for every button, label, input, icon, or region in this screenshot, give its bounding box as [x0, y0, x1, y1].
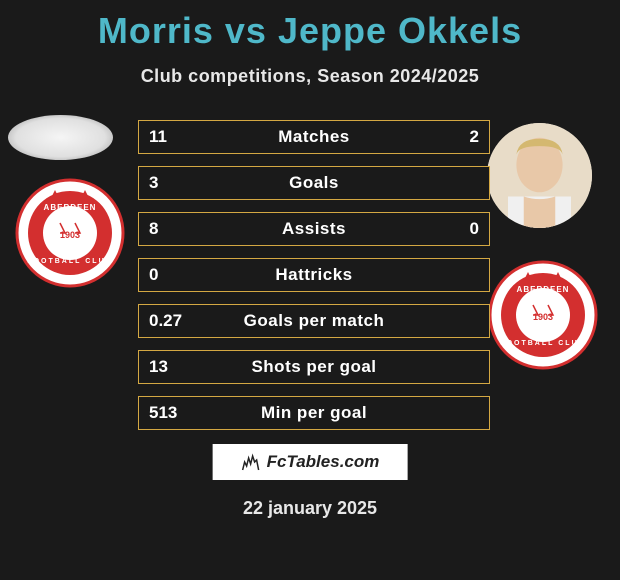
stat-right-value: 2 [470, 127, 479, 147]
stat-label: Assists [282, 219, 346, 239]
stat-row: 513 Min per goal [138, 396, 490, 430]
stats-comparison-table: 11 Matches 2 3 Goals 8 Assists 0 0 Hattr… [138, 120, 490, 442]
team-left-badge: 1903 ABERDEEN FOOTBALL CLUB [15, 178, 125, 288]
stat-label: Shots per goal [251, 357, 376, 377]
player-left-avatar [8, 115, 113, 160]
stat-left-value: 513 [149, 403, 177, 423]
stat-row: 0.27 Goals per match [138, 304, 490, 338]
svg-text:ABERDEEN: ABERDEEN [44, 203, 97, 212]
svg-text:ABERDEEN: ABERDEEN [517, 285, 570, 294]
comparison-title: Morris vs Jeppe Okkels [0, 0, 620, 52]
stat-label: Matches [278, 127, 350, 147]
comparison-subtitle: Club competitions, Season 2024/2025 [0, 66, 620, 87]
svg-text:1903: 1903 [60, 230, 80, 240]
svg-text:FOOTBALL CLUB: FOOTBALL CLUB [27, 258, 112, 265]
stat-left-value: 3 [149, 173, 158, 193]
stat-label: Goals per match [244, 311, 385, 331]
watermark: FcTables.com [213, 444, 408, 480]
stat-label: Hattricks [275, 265, 352, 285]
stat-left-value: 0 [149, 265, 158, 285]
svg-text:FOOTBALL CLUB: FOOTBALL CLUB [500, 340, 585, 347]
stat-row: 13 Shots per goal [138, 350, 490, 384]
stat-row: 11 Matches 2 [138, 120, 490, 154]
stat-right-value: 0 [470, 219, 479, 239]
stat-label: Min per goal [261, 403, 367, 423]
stat-row: 0 Hattricks [138, 258, 490, 292]
svg-text:1903: 1903 [533, 312, 553, 322]
watermark-text: FcTables.com [267, 452, 380, 472]
player-right-avatar [487, 123, 592, 228]
stat-row: 3 Goals [138, 166, 490, 200]
stat-left-value: 8 [149, 219, 158, 239]
fctables-logo-icon [241, 452, 261, 472]
comparison-date: 22 january 2025 [243, 498, 377, 519]
stat-left-value: 0.27 [149, 311, 182, 331]
stat-left-value: 13 [149, 357, 168, 377]
team-right-badge: 1903 ABERDEEN FOOTBALL CLUB [488, 260, 598, 370]
stat-left-value: 11 [149, 127, 167, 147]
stat-row: 8 Assists 0 [138, 212, 490, 246]
stat-label: Goals [289, 173, 339, 193]
